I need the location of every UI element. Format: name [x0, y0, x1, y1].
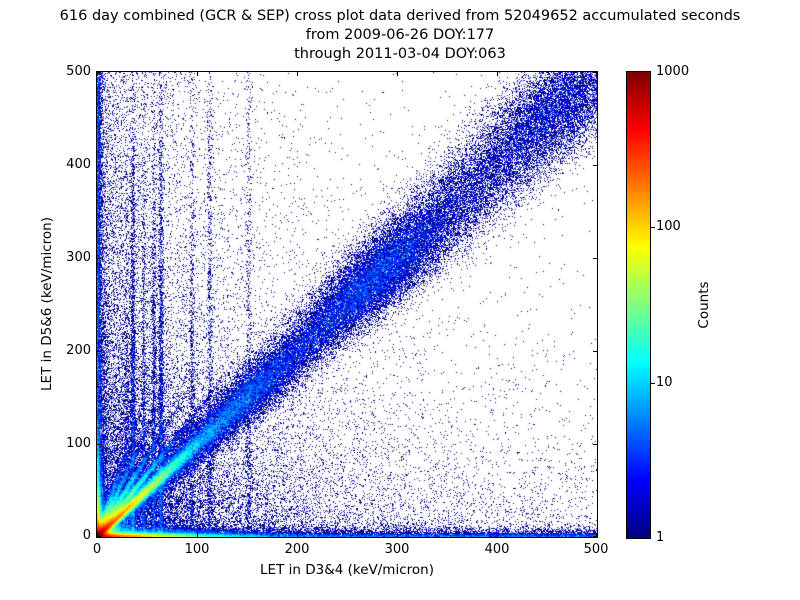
x-tick-label: 300 [384, 542, 410, 557]
x-tick-mark [497, 533, 498, 537]
y-tick-mark [97, 536, 101, 537]
colorbar-gradient [627, 72, 650, 538]
x-tick-mark [497, 72, 498, 76]
y-tick-mark [593, 444, 597, 445]
y-tick-mark [97, 351, 101, 352]
x-tick-mark [97, 72, 98, 76]
x-tick-label: 500 [583, 542, 609, 557]
x-tick-mark [97, 533, 98, 537]
colorbar-frame [626, 71, 651, 539]
x-tick-mark [297, 533, 298, 537]
y-tick-mark [97, 72, 101, 73]
colorbar-tick-label: 10 [656, 375, 673, 390]
y-tick-label: 500 [66, 64, 91, 79]
x-tick-mark [596, 72, 597, 76]
colorbar-label: Counts [696, 281, 712, 329]
colorbar-tick-mark [651, 383, 655, 384]
x-tick-label: 400 [484, 542, 510, 557]
y-tick-mark [593, 258, 597, 259]
x-tick-label: 0 [92, 542, 102, 557]
x-tick-mark [197, 533, 198, 537]
x-tick-mark [197, 72, 198, 76]
title-line-3: through 2011-03-04 DOY:063 [294, 46, 506, 62]
x-tick-mark [397, 533, 398, 537]
colorbar-tick-label: 100 [656, 219, 681, 234]
colorbar-tick-label: 1000 [656, 64, 690, 79]
y-tick-mark [593, 165, 597, 166]
y-tick-mark [97, 258, 101, 259]
x-tick-label: 200 [284, 542, 310, 557]
y-tick-label: 100 [66, 436, 91, 451]
colorbar-tick-mark [651, 227, 655, 228]
y-tick-mark [97, 444, 101, 445]
y-tick-mark [593, 72, 597, 73]
title-line-1: 616 day combined (GCR & SEP) cross plot … [59, 8, 741, 24]
y-tick-mark [593, 536, 597, 537]
x-tick-mark [297, 72, 298, 76]
y-tick-mark [97, 165, 101, 166]
x-tick-mark [397, 72, 398, 76]
x-tick-mark [596, 533, 597, 537]
y-axis-label: LET in D5&6 (keV/micron) [39, 217, 55, 391]
plot-title: 616 day combined (GCR & SEP) cross plot … [0, 7, 800, 64]
x-tick-label: 100 [184, 542, 210, 557]
y-tick-label: 0 [82, 528, 91, 543]
x-axis-label: LET in D3&4 (keV/micron) [260, 562, 434, 578]
y-tick-label: 200 [66, 343, 91, 358]
y-tick-label: 400 [66, 157, 91, 172]
colorbar-tick-label: 1 [656, 530, 665, 545]
density-scatter-canvas [97, 72, 597, 537]
title-line-2: from 2009-06-26 DOY:177 [305, 27, 495, 43]
y-tick-label: 300 [66, 250, 91, 265]
y-tick-mark [593, 351, 597, 352]
